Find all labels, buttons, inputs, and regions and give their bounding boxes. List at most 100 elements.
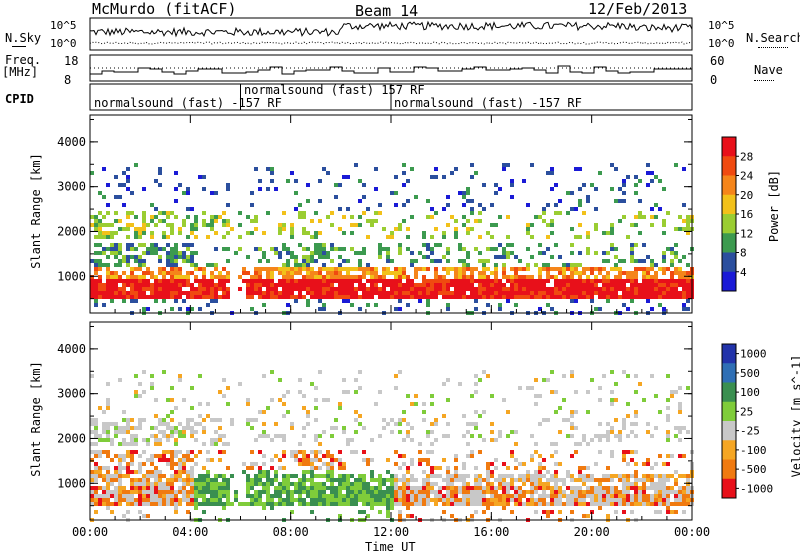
heatmap-cell bbox=[110, 299, 114, 303]
heatmap-cell bbox=[390, 279, 394, 283]
heatmap-cell bbox=[598, 398, 602, 402]
heatmap-cell bbox=[610, 474, 614, 478]
heatmap-cell bbox=[498, 498, 502, 502]
heatmap-cell bbox=[302, 295, 306, 299]
heatmap-cell bbox=[370, 279, 374, 283]
heatmap-cell bbox=[202, 430, 206, 434]
heatmap-cell bbox=[582, 474, 586, 478]
heatmap-cell bbox=[102, 450, 106, 454]
heatmap-cell bbox=[522, 267, 526, 271]
heatmap-cell bbox=[518, 490, 522, 494]
heatmap-cell bbox=[162, 486, 166, 490]
heatmap-cell bbox=[142, 486, 146, 490]
heatmap-cell bbox=[530, 275, 534, 279]
heatmap-cell bbox=[394, 191, 398, 195]
heatmap-cell bbox=[614, 486, 618, 490]
heatmap-cell bbox=[174, 251, 178, 255]
heatmap-cell bbox=[646, 474, 650, 478]
heatmap-cell bbox=[174, 171, 178, 175]
heatmap-cell bbox=[618, 478, 622, 482]
heatmap-cell bbox=[406, 283, 410, 287]
heatmap-cell bbox=[614, 255, 618, 259]
heatmap-cell bbox=[422, 231, 426, 235]
heatmap-cell bbox=[406, 486, 410, 490]
heatmap-cell bbox=[282, 474, 286, 478]
heatmap-cell bbox=[630, 247, 634, 251]
heatmap-cell bbox=[658, 283, 662, 287]
heatmap-cell bbox=[574, 486, 578, 490]
heatmap-cell bbox=[118, 378, 122, 382]
heatmap-cell bbox=[650, 267, 654, 271]
heatmap-cell bbox=[550, 502, 554, 506]
heatmap-cell bbox=[334, 502, 338, 506]
heatmap-cell bbox=[634, 291, 638, 295]
heatmap-cell bbox=[126, 175, 130, 179]
heatmap-cell bbox=[298, 478, 302, 482]
heatmap-cell bbox=[402, 275, 406, 279]
heatmap-cell bbox=[370, 470, 374, 474]
heatmap-cell bbox=[606, 422, 610, 426]
heatmap-cell bbox=[426, 287, 430, 291]
heatmap-cell bbox=[150, 486, 154, 490]
heatmap-cell bbox=[406, 466, 410, 470]
heatmap-cell bbox=[494, 291, 498, 295]
heatmap-cell bbox=[398, 307, 402, 311]
heatmap-cell bbox=[290, 490, 294, 494]
heatmap-cell bbox=[446, 470, 450, 474]
heatmap-cell bbox=[666, 247, 670, 251]
heatmap-cell bbox=[410, 502, 414, 506]
heatmap-cell bbox=[346, 283, 350, 287]
heatmap-cell bbox=[482, 494, 486, 498]
heatmap-cell bbox=[94, 510, 98, 514]
heatmap-cell bbox=[506, 243, 510, 247]
heatmap-cell bbox=[286, 478, 290, 482]
heatmap-cell bbox=[490, 490, 494, 494]
heatmap-cell bbox=[454, 498, 458, 502]
heatmap-cell bbox=[166, 398, 170, 402]
heatmap-cell bbox=[186, 450, 190, 454]
heatmap-cell bbox=[650, 279, 654, 283]
heatmap-cell bbox=[330, 223, 334, 227]
heatmap-cell bbox=[250, 494, 254, 498]
heatmap-cell bbox=[286, 267, 290, 271]
heatmap-cell bbox=[226, 271, 230, 275]
heatmap-cell bbox=[114, 295, 118, 299]
heatmap-cell bbox=[306, 458, 310, 462]
heatmap-cell bbox=[590, 279, 594, 283]
heatmap-cell bbox=[166, 283, 170, 287]
heatmap-cell bbox=[318, 219, 322, 223]
heatmap-cell bbox=[538, 498, 542, 502]
heatmap-cell bbox=[482, 287, 486, 291]
heatmap-cell bbox=[498, 434, 502, 438]
heatmap-cell bbox=[190, 482, 194, 486]
heatmap-cell bbox=[502, 486, 506, 490]
heatmap-cell bbox=[190, 450, 194, 454]
heatmap-cell bbox=[242, 267, 246, 271]
heatmap-cell bbox=[678, 454, 682, 458]
heatmap-cell bbox=[610, 287, 614, 291]
heatmap-cell bbox=[446, 307, 450, 311]
heatmap-cell bbox=[434, 482, 438, 486]
heatmap-cell bbox=[322, 283, 326, 287]
heatmap-cell bbox=[598, 498, 602, 502]
heatmap-cell bbox=[342, 279, 346, 283]
heatmap-cell bbox=[646, 255, 650, 259]
heatmap-cell bbox=[570, 370, 574, 374]
heatmap-cell bbox=[638, 287, 642, 291]
heatmap-cell bbox=[106, 506, 110, 510]
heatmap-cell bbox=[138, 466, 142, 470]
heatmap-cell bbox=[422, 418, 426, 422]
heatmap-cell bbox=[602, 291, 606, 295]
heatmap-cell bbox=[362, 211, 366, 215]
heatmap-cell bbox=[474, 247, 478, 251]
heatmap-cell bbox=[350, 267, 354, 271]
heatmap-cell bbox=[362, 287, 366, 291]
heatmap-cell bbox=[682, 303, 686, 307]
heatmap-cell bbox=[478, 287, 482, 291]
colorbar-swatch bbox=[722, 459, 736, 480]
heatmap-cell bbox=[622, 482, 626, 486]
heatmap-cell bbox=[610, 494, 614, 498]
heatmap-cell bbox=[530, 287, 534, 291]
heatmap-cell bbox=[314, 466, 318, 470]
heatmap-cell bbox=[298, 486, 302, 490]
